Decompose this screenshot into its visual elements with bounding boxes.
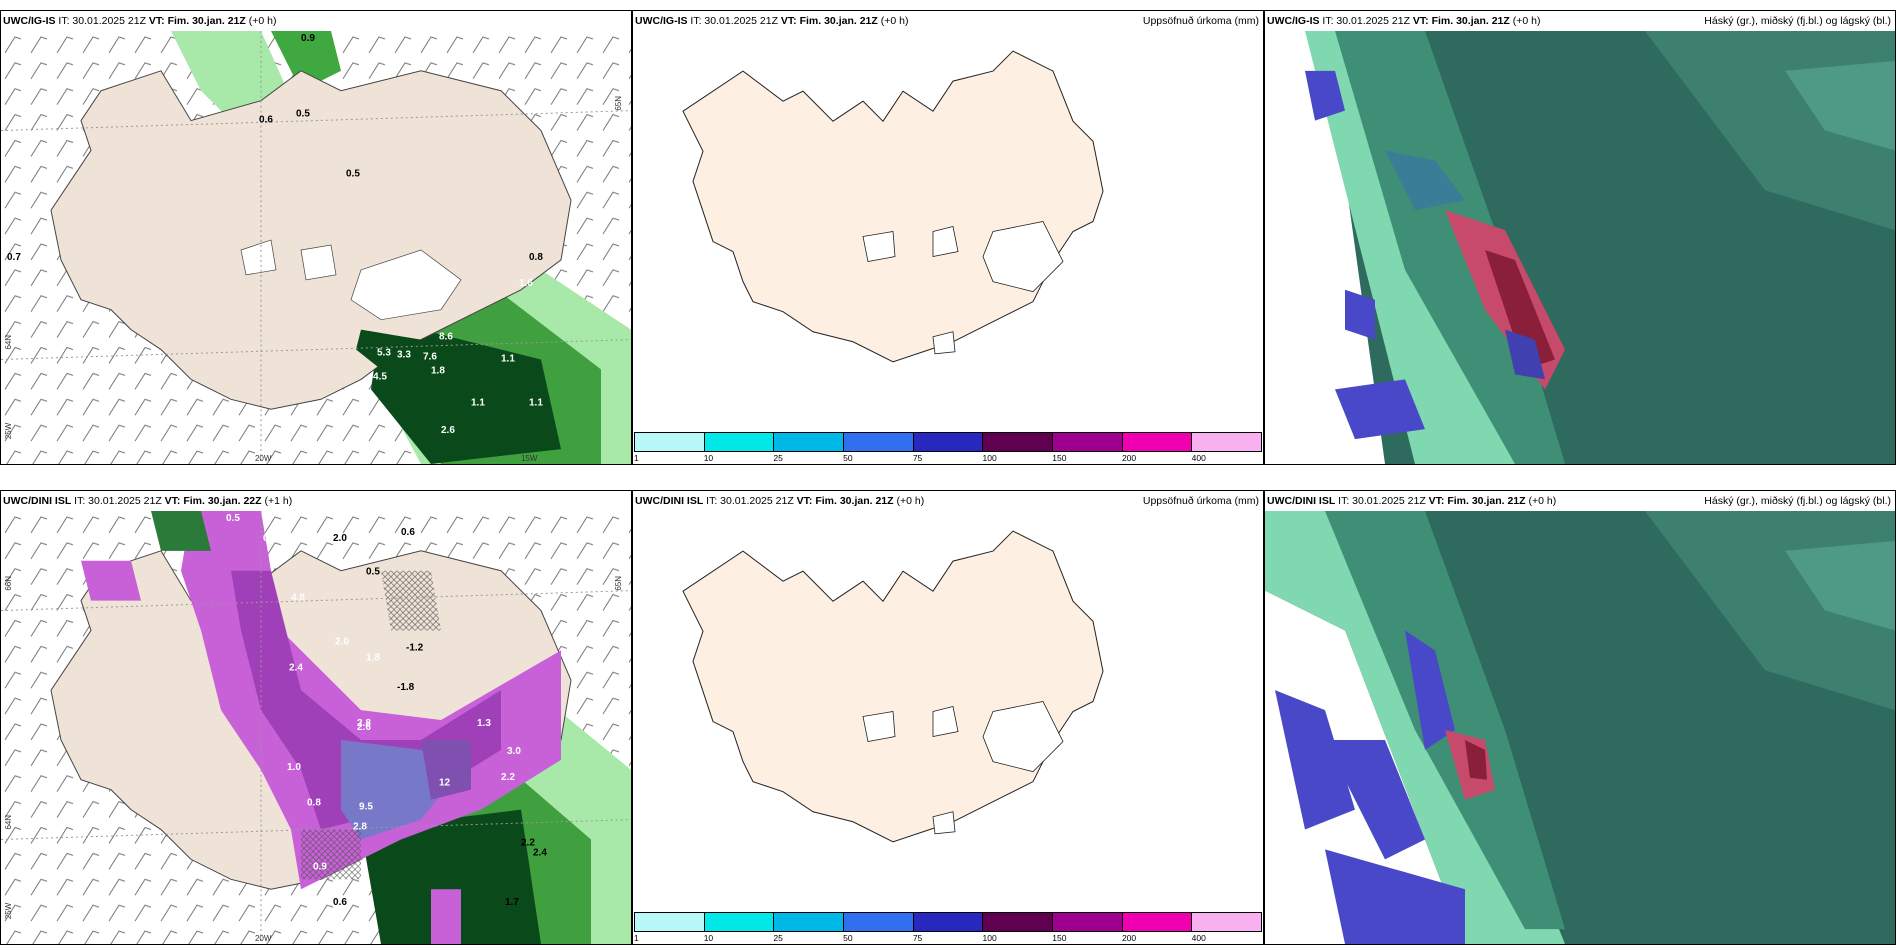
value-label: 0.8 (307, 798, 321, 809)
value-label: 0.5 (226, 513, 240, 524)
axis-label: 25W (4, 422, 13, 439)
axis-label: 65N (614, 576, 623, 591)
panel-header: UWC/DINI ISL IT: 30.01.2025 21Z VT: Fim.… (1265, 491, 1895, 511)
colorbar-segment (844, 913, 914, 931)
wind-precip-map[interactable]: 0.9 0.6 0.5 0.5 0.7 0.8 5.3 3.3 4.5 7.6 … (1, 31, 631, 464)
cloud-map[interactable] (1265, 511, 1895, 944)
panel-header: UWC/IG-IS IT: 30.01.2025 21Z VT: Fim. 30… (1265, 11, 1895, 31)
axis-label: 20W (255, 934, 272, 943)
value-label: 1.1 (529, 397, 543, 408)
value-label: -1.2 (406, 642, 424, 653)
colorbar-segment (913, 913, 984, 931)
colorbar-segment (983, 433, 1054, 451)
colorbar-labels: 1 10 25 50 75 100 150 200 400 (634, 933, 1206, 943)
value-label: 8.6 (439, 332, 453, 343)
value-label: 1.6 (519, 278, 533, 289)
colorbar-segment (844, 433, 914, 451)
value-label: 0.6 (259, 115, 273, 126)
value-label: 0.9 (301, 33, 315, 44)
value-label: 0.8 (529, 252, 543, 263)
value-label: 0.5 (346, 168, 360, 179)
value-label: 9.5 (359, 802, 373, 813)
panel-right-title: Háský (gr.), miðský (fj.bl.) og lágský (… (1704, 495, 1891, 507)
value-label: -1.8 (397, 682, 415, 693)
panel-header: UWC/DINI ISL IT: 30.01.2025 21Z VT: Fim.… (3, 495, 293, 507)
panel-right-title: Uppsöfnuð úrkoma (mm) (1142, 495, 1259, 507)
axis-label: 66N (4, 576, 13, 591)
value-label: 1.8 (431, 365, 445, 376)
value-label: 2.2 (521, 837, 535, 848)
value-label: 2.8 (357, 718, 371, 729)
value-label: 12 (439, 778, 451, 789)
panel-header: UWC/IG-IS IT: 30.01.2025 21Z VT: Fim. 30… (633, 11, 1263, 31)
value-label: 2.8 (353, 822, 367, 833)
value-label: 3.0 (507, 746, 521, 757)
value-label: 0.9 (313, 861, 327, 872)
value-label: 2.2 (501, 772, 515, 783)
panel-clouds-dini: UWC/DINI ISL IT: 30.01.2025 21Z VT: Fim.… (1264, 490, 1896, 945)
panel-accum-precip-ig: UWC/IG-IS IT: 30.01.2025 21Z VT: Fim. 30… (632, 10, 1264, 465)
precip-map[interactable] (633, 511, 1263, 912)
colorbar-segment (774, 433, 845, 451)
value-label: 1.1 (471, 397, 485, 408)
value-label: 0.7 (7, 252, 21, 263)
colorbar-segment (635, 913, 705, 931)
axis-label: 15W (521, 454, 538, 463)
colorbar-segment (774, 913, 845, 931)
colorbar-segment (1122, 433, 1193, 451)
wind-precip-map[interactable]: 0.5 0.5 2.0 0.6 0.5 -1.2 -1.8 2.4 2.6 1.… (1, 511, 631, 944)
cloud-map[interactable] (1265, 31, 1895, 464)
value-label: 1.1 (501, 353, 515, 364)
value-label: 0.5 (366, 567, 380, 578)
precip-colorbar (634, 432, 1262, 452)
colorbar-segment (913, 433, 984, 451)
panel-wind-ig: UWC/IG-IS IT: 30.01.2025 21Z VT: Fim. 30… (0, 10, 632, 465)
value-label: 2.0 (335, 636, 349, 647)
value-label: 2.4 (289, 662, 303, 673)
axis-label: 64N (4, 815, 13, 830)
value-label: 3.3 (397, 350, 411, 361)
value-label: 4.5 (373, 371, 387, 382)
colorbar-segment (1053, 913, 1123, 931)
panel-header: UWC/DINI ISL IT: 30.01.2025 21Z VT: Fim.… (633, 491, 1263, 511)
colorbar-segment (1122, 913, 1193, 931)
colorbar-segment (635, 433, 705, 451)
value-label: 1.0 (287, 762, 301, 773)
axis-label: 25W (4, 902, 13, 919)
colorbar-segment (1192, 913, 1262, 931)
panel-right-title: Háský (gr.), miðský (fj.bl.) og lágský (… (1704, 15, 1891, 27)
axis-label: 64N (4, 335, 13, 350)
axis-label: 20W (255, 454, 272, 463)
precip-map[interactable] (633, 31, 1263, 432)
colorbar-segment (704, 913, 775, 931)
panel-right-title: Uppsöfnuð úrkoma (mm) (1142, 15, 1259, 27)
value-label: 2.4 (533, 847, 547, 858)
value-label: 2.0 (333, 533, 347, 544)
value-label: 0.6 (401, 527, 415, 538)
value-label: 5.3 (377, 348, 391, 359)
value-label: 1.8 (366, 652, 380, 663)
panel-header: UWC/IG-IS IT: 30.01.2025 21Z VT: Fim. 30… (3, 15, 277, 27)
colorbar-segment (983, 913, 1054, 931)
value-label: 0.5 (296, 109, 310, 120)
colorbar-segment (1192, 433, 1262, 451)
value-label: 4.8 (291, 593, 305, 604)
colorbar-segment (704, 433, 775, 451)
panel-wind-dini: UWC/DINI ISL IT: 30.01.2025 21Z VT: Fim.… (0, 490, 632, 945)
value-label: 1.3 (477, 718, 491, 729)
colorbar-segment (1053, 433, 1123, 451)
precip-colorbar (634, 912, 1262, 932)
panel-accum-precip-dini: UWC/DINI ISL IT: 30.01.2025 21Z VT: Fim.… (632, 490, 1264, 945)
value-label: 1.7 (505, 897, 519, 908)
value-label: 0.5 (263, 533, 277, 544)
value-label: 2.6 (441, 425, 455, 436)
axis-label: 65N (614, 96, 623, 111)
value-label: 7.6 (423, 352, 437, 363)
value-label: 0.6 (333, 897, 347, 908)
value-label: 2.6 (357, 722, 371, 733)
colorbar-labels: 1 10 25 50 75 100 150 200 400 (634, 453, 1206, 463)
panel-clouds-ig: UWC/IG-IS IT: 30.01.2025 21Z VT: Fim. 30… (1264, 10, 1896, 465)
